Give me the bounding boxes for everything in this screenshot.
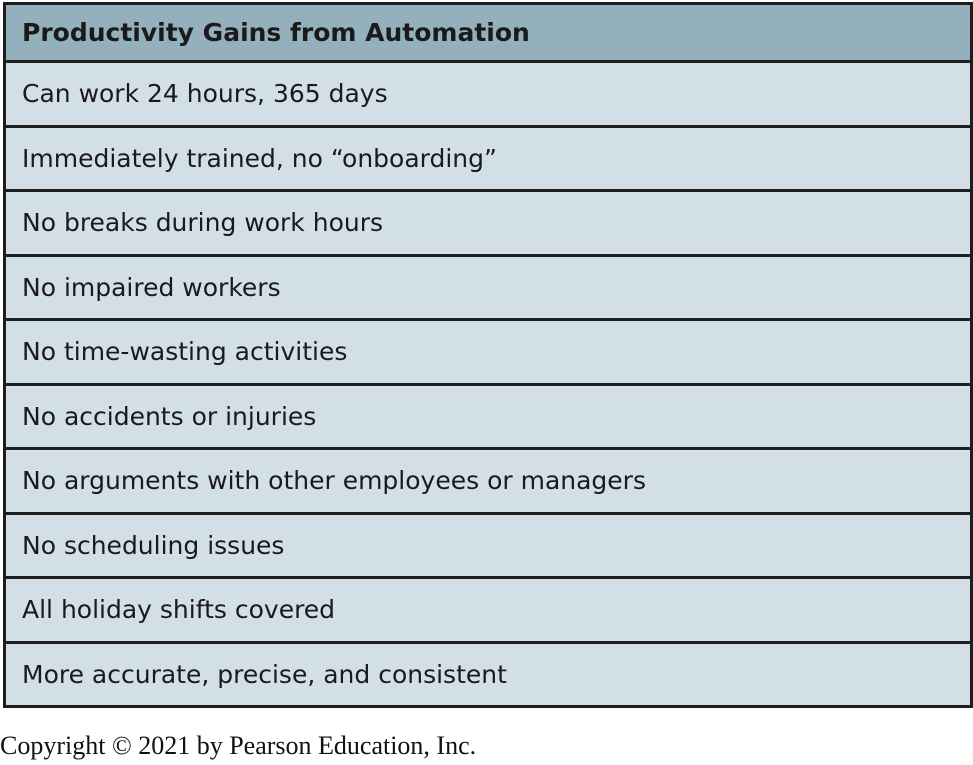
table-row: All holiday shifts covered <box>6 579 970 644</box>
table-row: Immediately trained, no “onboarding” <box>6 127 970 192</box>
table-row: No scheduling issues <box>6 514 970 579</box>
table-row: No accidents or injuries <box>6 385 970 450</box>
table-row: No impaired workers <box>6 256 970 321</box>
table-row: Can work 24 hours, 365 days <box>6 63 970 128</box>
table-row: No time-wasting activities <box>6 321 970 386</box>
table-header: Productivity Gains from Automation <box>6 5 970 63</box>
table-row: More accurate, precise, and consistent <box>6 643 970 705</box>
table-row: No breaks during work hours <box>6 192 970 257</box>
productivity-table: Productivity Gains from Automation Can w… <box>3 2 973 708</box>
table-row: No arguments with other employees or man… <box>6 450 970 515</box>
copyright-notice: Copyright © 2021 by Pearson Education, I… <box>0 731 477 760</box>
